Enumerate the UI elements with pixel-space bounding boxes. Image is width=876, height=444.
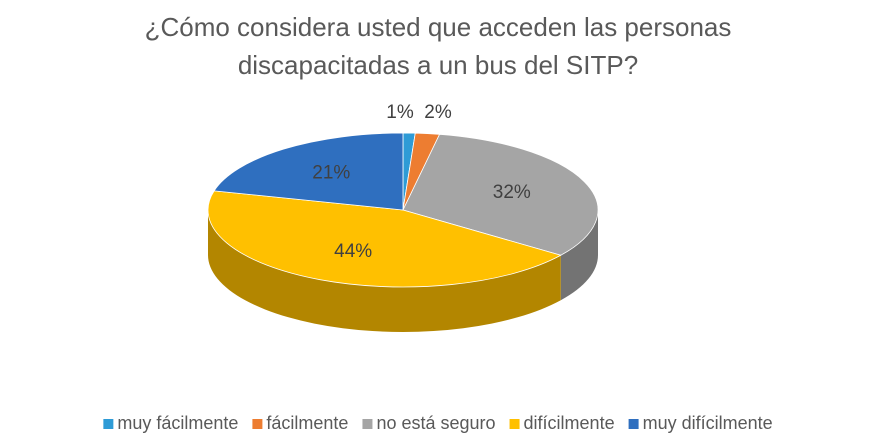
legend-swatch (362, 419, 373, 429)
legend-swatch (628, 419, 639, 429)
slice-side (560, 210, 599, 301)
data-label: 2% (424, 102, 452, 123)
data-label: 21% (312, 163, 350, 184)
legend-swatch (509, 419, 520, 429)
slice-side (208, 210, 561, 332)
slice (213, 132, 404, 211)
data-label: 44% (334, 241, 372, 262)
legend: muy fácilmente fácilmente no está seguro di… (103, 413, 773, 433)
chart-title: ¿Cómo considera usted que acceden las pe… (144, 12, 732, 80)
legend-label: muy difícilmente (643, 413, 773, 433)
data-label: 32% (493, 182, 531, 203)
legend-label: no está seguro (376, 413, 495, 433)
legend-label: fácilmente (266, 413, 348, 433)
data-label: 1% (386, 102, 414, 123)
slice (207, 190, 562, 288)
legend-swatch (252, 419, 263, 429)
legend-label: muy fácilmente (117, 413, 238, 433)
legend-swatch (103, 419, 114, 429)
legend-label: difícilmente (524, 413, 615, 433)
slice (402, 133, 599, 256)
